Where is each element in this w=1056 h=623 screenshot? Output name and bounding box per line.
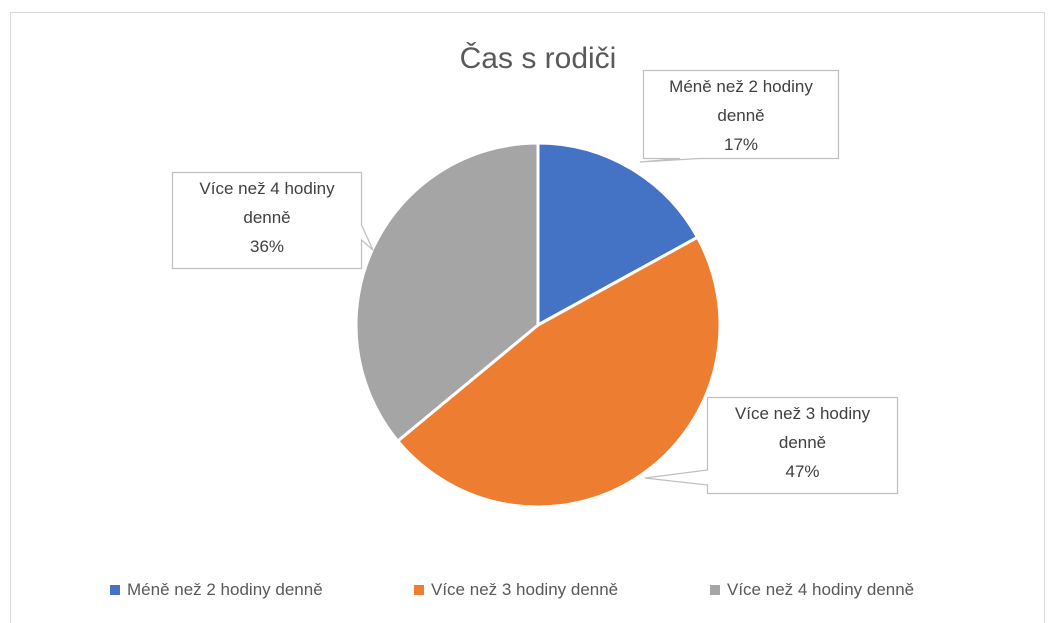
data-label: Více než 4 hodiny denně 36% bbox=[172, 172, 362, 263]
label-value: 36% bbox=[249, 237, 285, 256]
pie-slice bbox=[536, 141, 700, 328]
label-category: Méně než 2 hodiny denně bbox=[669, 77, 813, 125]
legend-item: Méně než 2 hodiny denně bbox=[110, 580, 323, 600]
legend-swatch bbox=[414, 585, 424, 595]
pie-slice bbox=[354, 141, 540, 444]
label-category: Více než 3 hodiny denně bbox=[734, 404, 871, 452]
pie-slice bbox=[395, 235, 722, 509]
callout-box bbox=[171, 171, 374, 270]
legend-swatch bbox=[110, 585, 120, 595]
legend-label: Více než 3 hodiny denně bbox=[431, 580, 619, 599]
legend-item: Více než 4 hodiny denně bbox=[710, 580, 914, 600]
legend-swatch bbox=[710, 585, 720, 595]
data-label: Méně než 2 hodiny denně 17% bbox=[643, 70, 839, 161]
label-category: Více než 4 hodiny denně bbox=[199, 179, 335, 227]
label-value: 47% bbox=[785, 462, 820, 481]
chart-title: Čas s rodiči bbox=[460, 41, 617, 75]
legend-label: Méně než 2 hodiny denně bbox=[127, 580, 323, 599]
callout-box bbox=[639, 69, 840, 163]
callouts bbox=[171, 69, 899, 495]
legend-label: Více než 4 hodiny denně bbox=[727, 580, 915, 599]
data-label: Více než 3 hodiny denně 47% bbox=[707, 397, 898, 488]
label-value: 17% bbox=[723, 135, 759, 154]
callout-box bbox=[644, 396, 899, 495]
legend-item: Více než 3 hodiny denně bbox=[414, 580, 618, 600]
